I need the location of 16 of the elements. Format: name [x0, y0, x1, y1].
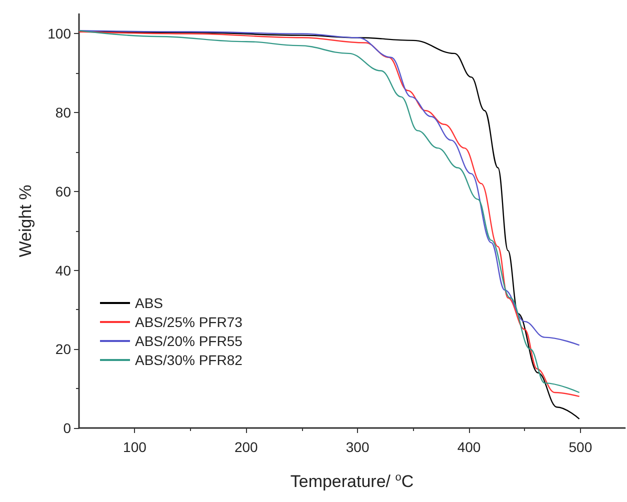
x-tick-label: 400 — [457, 439, 481, 455]
legend-label: ABS/20% PFR55 — [135, 333, 243, 349]
legend-label: ABS/30% PFR82 — [135, 352, 243, 368]
y-tick-label: 0 — [63, 420, 72, 436]
y-tick-label: 60 — [55, 183, 72, 200]
x-tick-label: 100 — [123, 439, 147, 455]
y-tick-label: 20 — [55, 341, 72, 358]
legend-label: ABS/25% PFR73 — [135, 314, 243, 330]
x-tick-label: 300 — [346, 439, 370, 455]
x-tick-label: 200 — [234, 439, 258, 455]
y-tick-label: 100 — [48, 26, 72, 42]
legend-label: ABS — [135, 295, 164, 311]
y-axis-title: Weight % — [16, 184, 35, 258]
x-tick-label: 500 — [568, 439, 592, 455]
y-tick-label: 40 — [55, 262, 72, 278]
y-tick-label: 80 — [55, 104, 72, 121]
